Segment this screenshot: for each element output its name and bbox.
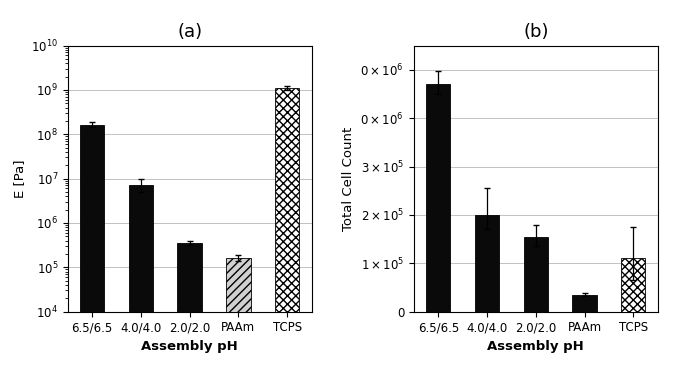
Bar	[475, 215, 499, 312]
Bar	[621, 258, 645, 312]
X-axis label: Assembly pH: Assembly pH	[487, 340, 584, 353]
Title: (a): (a)	[177, 23, 202, 41]
Bar	[572, 294, 597, 312]
X-axis label: Assembly pH: Assembly pH	[141, 340, 238, 353]
Bar	[178, 243, 202, 380]
Bar	[226, 258, 251, 380]
Y-axis label: E [Pa]: E [Pa]	[13, 159, 26, 198]
Bar	[129, 185, 153, 380]
Bar	[275, 88, 300, 380]
Bar	[523, 237, 548, 312]
Bar	[80, 125, 104, 380]
Title: (b): (b)	[523, 23, 549, 41]
Y-axis label: Total Cell Count: Total Cell Count	[342, 127, 355, 231]
Bar	[426, 84, 450, 312]
